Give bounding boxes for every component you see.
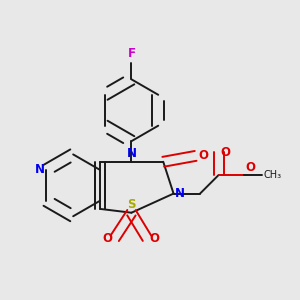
Text: O: O [102,232,112,245]
Text: CH₃: CH₃ [263,170,281,180]
Text: O: O [198,149,208,162]
Text: N: N [175,187,185,200]
Text: F: F [128,47,136,60]
Text: S: S [127,198,136,211]
Text: O: O [149,232,159,245]
Text: O: O [246,160,256,174]
Text: N: N [127,147,136,160]
Text: N: N [35,164,45,176]
Text: O: O [220,146,230,159]
